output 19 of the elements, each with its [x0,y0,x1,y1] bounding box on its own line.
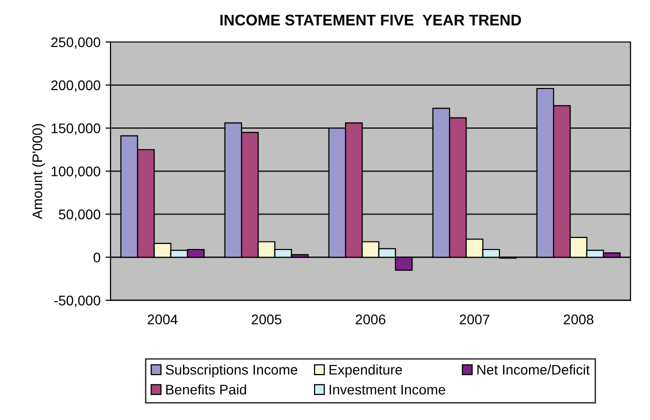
x-tick-label: 2008 [564,314,594,324]
y-tick-label: -50,000 [54,296,100,308]
legend-label: Expenditure [330,364,402,378]
legend-label: Investment Income [330,384,446,395]
y-tick-label: 50,000 [58,210,100,222]
x-tick-label: 2007 [460,314,490,324]
y-axis-title: Amount (P'000) [32,124,46,220]
y-tick-label: 250,000 [51,37,100,49]
y-tick-label: 150,000 [52,123,100,135]
x-tick-label: 2004 [148,314,178,324]
legend-label: Subscriptions Income [166,364,298,378]
x-tick-label: 2005 [252,314,282,324]
legend-label: Net Income/Deficit [477,364,590,375]
y-tick-label: 200,000 [51,80,100,92]
chart-title: INCOME STATEMENT FIVE YEAR TREND [220,14,521,26]
y-tick-label: 100,000 [52,166,100,178]
x-tick-label: 2006 [356,314,386,324]
y-tick-label: 0 [94,252,100,262]
legend-label: Benefits Paid [166,384,246,395]
